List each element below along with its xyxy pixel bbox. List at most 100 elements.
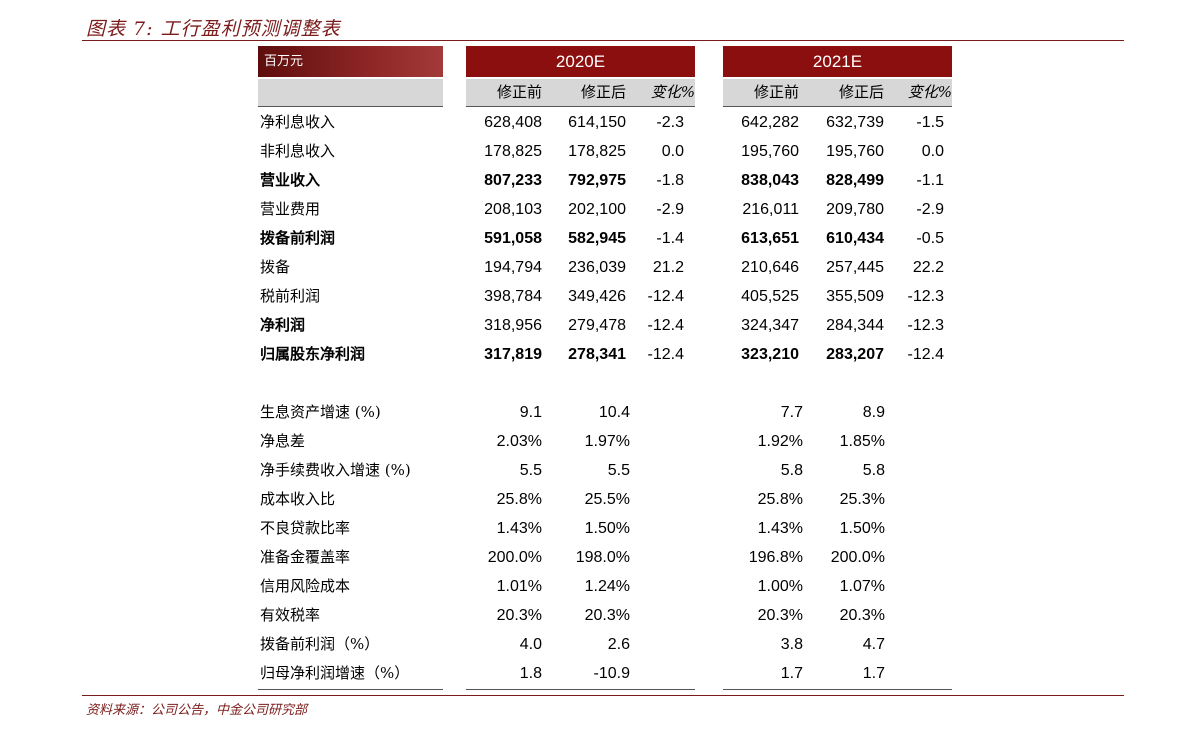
cell-2021-after: 5.8	[862, 462, 885, 479]
cell-2021-before: 216,011	[742, 201, 799, 218]
cell-2021-change: 22.2	[912, 259, 944, 276]
year-header-2020e: 2020E	[466, 46, 695, 77]
table-row: 净手续费收入增速 (%) 5.5 5.5 5.8 5.8	[0, 456, 1191, 485]
subheader-2021e: 修正前 修正后 变化%	[723, 79, 952, 106]
cell-2020-after: 582,945	[568, 230, 626, 247]
table-row: 准备金覆盖率 200.0% 198.0% 196.8% 200.0%	[0, 543, 1191, 572]
cell-2021-after: 1.07%	[839, 578, 885, 595]
row-label: 归母净利润增速（%）	[260, 664, 410, 682]
cell-2020-change: 0.0	[661, 143, 684, 160]
cell-2020-change: -1.8	[656, 172, 684, 189]
cell-2021-after: 4.7	[862, 636, 885, 653]
cell-2020-after: 5.5	[607, 462, 630, 479]
cell-2021-after: 632,739	[826, 114, 884, 131]
cell-2021-change: -12.4	[907, 346, 944, 363]
cell-2021-change: -1.5	[916, 114, 944, 131]
cell-2020-change: -1.4	[656, 230, 684, 247]
cell-2020-before: 4.0	[519, 636, 542, 653]
label-subheader-blank	[258, 79, 443, 106]
cell-2020-before: 1.8	[519, 665, 542, 682]
row-label: 拨备	[260, 258, 291, 276]
table-row: 拨备前利润（%） 4.0 2.6 3.8 4.7	[0, 630, 1191, 659]
table-row: 净利息收入 628,408 614,150 -2.3 642,282 632,7…	[0, 108, 1191, 137]
cell-2020-before: 9.1	[519, 404, 542, 421]
row-label: 拨备前利润（%）	[260, 635, 380, 653]
cell-2020-after: -10.9	[593, 665, 630, 682]
row-label: 有效税率	[260, 606, 321, 624]
cell-2021-before: 195,760	[741, 143, 799, 160]
table-row: 有效税率 20.3% 20.3% 20.3% 20.3%	[0, 601, 1191, 630]
row-label: 成本收入比	[260, 490, 336, 508]
cell-2021-before: 7.7	[780, 404, 803, 421]
subheader-2020e: 修正前 修正后 变化%	[466, 79, 695, 106]
cell-2021-after: 8.9	[862, 404, 885, 421]
table-row: 净利润 318,956 279,478 -12.4 324,347 284,34…	[0, 311, 1191, 340]
cell-2021-change: -2.9	[916, 201, 944, 218]
cell-2021-after: 610,434	[826, 230, 884, 247]
row-label: 信用风险成本	[260, 577, 351, 595]
cell-2020-after: 25.5%	[584, 491, 630, 508]
table-bottom-line	[258, 689, 443, 690]
header-underline	[723, 106, 952, 107]
cell-2021-after: 257,445	[826, 259, 884, 276]
cell-2021-after: 1.7	[862, 665, 885, 682]
row-label: 净息差	[260, 432, 306, 450]
table-row: 净息差 2.03% 1.97% 1.92% 1.85%	[0, 427, 1191, 456]
row-label: 净利润	[260, 316, 306, 334]
cell-2021-change: -0.5	[916, 230, 944, 247]
cell-2021-before: 196.8%	[748, 549, 803, 566]
cell-2020-after: 279,478	[568, 317, 626, 334]
subheader-change: 变化%	[650, 83, 695, 101]
cell-2021-before: 3.8	[780, 636, 803, 653]
cell-2020-after: 1.24%	[584, 578, 630, 595]
table-row: 营业收入 807,233 792,975 -1.8 838,043 828,49…	[0, 166, 1191, 195]
cell-2021-before: 1.92%	[757, 433, 803, 450]
subheader-change: 变化%	[907, 83, 952, 101]
cell-2020-before: 628,408	[484, 114, 542, 131]
row-label: 非利息收入	[260, 142, 336, 160]
table-row: 非利息收入 178,825 178,825 0.0 195,760 195,76…	[0, 137, 1191, 166]
cell-2021-change: -1.1	[916, 172, 944, 189]
cell-2020-after: 198.0%	[575, 549, 630, 566]
cell-2020-after: 278,341	[568, 346, 626, 363]
cell-2021-change: -12.3	[907, 288, 944, 305]
subheader-before: 修正前	[496, 83, 542, 101]
row-label: 净手续费收入增速 (%)	[260, 461, 411, 479]
cell-2021-before: 210,646	[741, 259, 799, 276]
cell-2021-after: 209,780	[826, 201, 884, 218]
row-label: 生息资产增速 (%)	[260, 403, 381, 421]
table-row: 不良贷款比率 1.43% 1.50% 1.43% 1.50%	[0, 514, 1191, 543]
table-row: 拨备 194,794 236,039 21.2 210,646 257,445 …	[0, 253, 1191, 282]
cell-2020-before: 178,825	[484, 143, 542, 160]
cell-2020-change: -2.3	[656, 114, 684, 131]
cell-2020-after: 236,039	[568, 259, 626, 276]
bottom-rule	[82, 695, 1124, 696]
row-label: 准备金覆盖率	[260, 548, 351, 566]
cell-2020-before: 20.3%	[496, 607, 542, 624]
cell-2020-before: 1.01%	[496, 578, 542, 595]
subheader-after: 修正后	[838, 83, 884, 101]
cell-2020-before: 194,794	[484, 259, 542, 276]
table-bottom-line	[466, 689, 695, 690]
table-row: 生息资产增速 (%) 9.1 10.4 7.7 8.9	[0, 398, 1191, 427]
table-bottom-line	[723, 689, 952, 690]
cell-2020-after: 1.50%	[584, 520, 630, 537]
cell-2021-after: 200.0%	[830, 549, 885, 566]
header-underline	[466, 106, 695, 107]
row-label: 归属股东净利润	[260, 345, 366, 363]
cell-2020-after: 792,975	[568, 172, 626, 189]
cell-2021-before: 405,525	[741, 288, 799, 305]
cell-2021-after: 1.50%	[839, 520, 885, 537]
cell-2021-after: 283,207	[826, 346, 884, 363]
cell-2021-after: 828,499	[826, 172, 884, 189]
cell-2020-after: 2.6	[607, 636, 630, 653]
cell-2020-after: 1.97%	[584, 433, 630, 450]
cell-2020-after: 20.3%	[584, 607, 630, 624]
cell-2021-after: 25.3%	[839, 491, 885, 508]
cell-2020-before: 2.03%	[496, 433, 542, 450]
cell-2021-after: 355,509	[826, 288, 884, 305]
table-row: 营业费用 208,103 202,100 -2.9 216,011 209,78…	[0, 195, 1191, 224]
cell-2020-before: 208,103	[484, 201, 542, 218]
row-label: 税前利润	[260, 287, 321, 305]
cell-2020-before: 807,233	[484, 172, 542, 189]
